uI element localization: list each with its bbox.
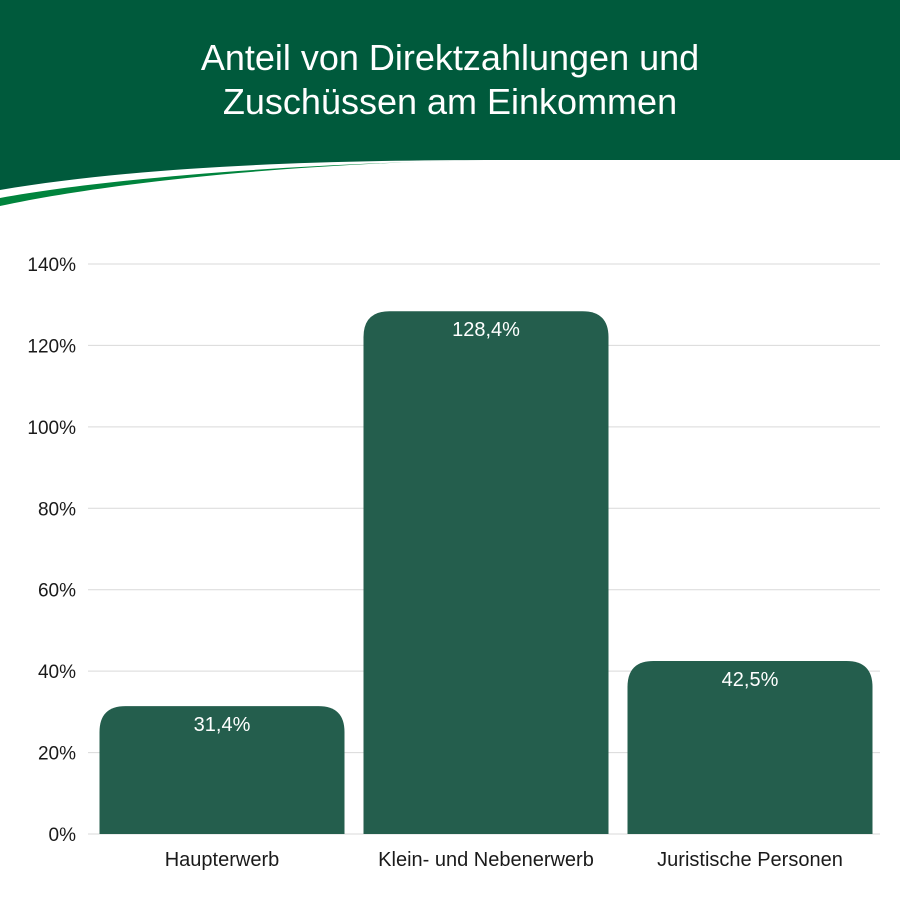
header-band-graphic [0, 0, 900, 206]
bar-value-label: 42,5% [722, 669, 779, 691]
y-tick-label: 100% [27, 418, 76, 439]
title-line-2: Zuschüssen am Einkommen [222, 81, 678, 122]
bar-labels: 31,4% 128,4% 42,5% [194, 319, 779, 736]
x-axis-categories: Haupterwerb Klein- und Nebenerwerb Juristi… [165, 849, 843, 871]
bar-value-label: 31,4% [194, 714, 251, 736]
page-title: Anteil von Direktzahlungen und Zuschüsse… [0, 36, 900, 124]
x-category-label: Juristische Personen [657, 849, 843, 871]
bar [363, 311, 609, 834]
bar [627, 660, 873, 834]
bar-chart: 0% 20% 40% 60% 80% 100% 120% 140% 31,4% 128,4% 42… [27, 255, 880, 871]
x-category-label: Klein- und Nebenerwerb [378, 849, 594, 871]
y-tick-label: 60% [38, 581, 76, 602]
y-tick-label: 80% [38, 499, 76, 520]
y-tick-label: 140% [27, 255, 76, 276]
x-category-label: Haupterwerb [165, 849, 280, 871]
y-axis-ticks: 0% 20% 40% 60% 80% 100% 120% 140% [27, 255, 76, 846]
header-banner: Anteil von Direktzahlungen und Zuschüsse… [0, 0, 900, 240]
y-tick-label: 20% [38, 744, 76, 765]
bar [99, 706, 345, 834]
title-line-1: Anteil von Direktzahlungen und [200, 37, 700, 78]
y-tick-label: 40% [38, 662, 76, 683]
bars [99, 311, 873, 834]
y-tick-label: 120% [27, 336, 76, 357]
bar-value-label: 128,4% [452, 319, 520, 341]
y-tick-label: 0% [49, 825, 77, 846]
